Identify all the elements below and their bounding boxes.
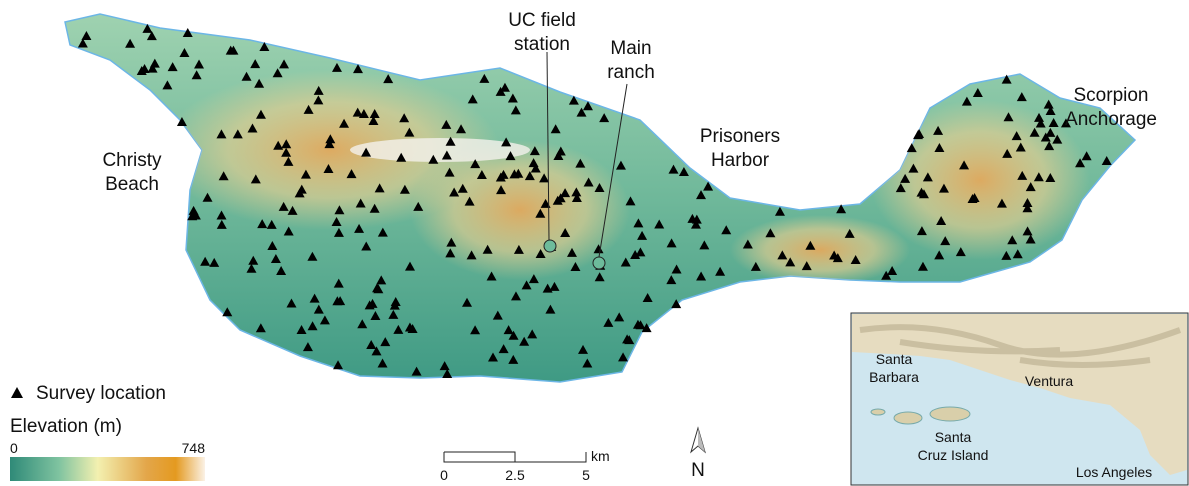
site-marker [593, 257, 605, 269]
scale-tick: 0 [440, 467, 448, 483]
legend-label: Survey location [36, 383, 166, 404]
scale-bar [444, 452, 586, 462]
legend-marker [11, 387, 23, 398]
inset-map [851, 313, 1188, 485]
place-label: ChristyBeach [102, 150, 162, 195]
site-marker [544, 240, 556, 252]
legend-min: 0 [10, 440, 18, 456]
legend-title: Elevation (m) [10, 416, 122, 437]
north-label: N [691, 460, 705, 481]
inset-label: Ventura [1025, 373, 1073, 389]
scale-tick: 5 [582, 467, 590, 483]
inset-label: Los Angeles [1076, 464, 1152, 480]
map: UC fieldstation Mainranch PrisonersHarbo… [0, 0, 1189, 486]
place-label: Mainranch [607, 38, 655, 83]
scale-tick: 2.5 [505, 467, 525, 483]
place-label: PrisonersHarbor [700, 126, 780, 171]
scale-unit: km [591, 448, 610, 464]
legend-max: 748 [182, 440, 206, 456]
elevation-ramp [10, 457, 205, 481]
